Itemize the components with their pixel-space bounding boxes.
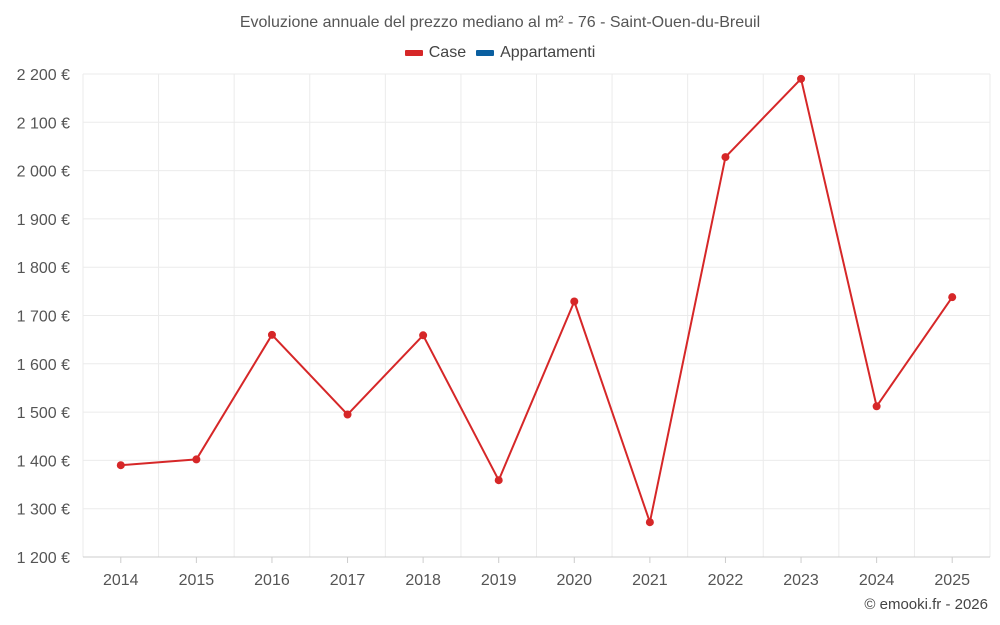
- x-tick-label: 2015: [179, 572, 215, 589]
- data-point: [494, 476, 503, 485]
- legend-swatch-appartamenti: [476, 50, 495, 56]
- x-tick-label: 2023: [783, 572, 819, 589]
- y-tick-label: 2 100 €: [17, 115, 70, 132]
- legend-label-appartamenti: Appartamenti: [500, 44, 596, 61]
- y-tick-label: 1 400 €: [17, 453, 70, 470]
- data-point: [116, 461, 125, 470]
- x-tick-label: 2019: [481, 572, 517, 589]
- y-tick-label: 1 600 €: [17, 357, 70, 374]
- series-line-case: [120, 77, 954, 524]
- x-tick-label: 2016: [254, 572, 290, 589]
- legend-label-case: Case: [428, 44, 467, 61]
- data-point: [721, 153, 730, 162]
- y-tick-label: 1 300 €: [17, 502, 70, 519]
- y-tick-label: 1 200 €: [17, 550, 70, 567]
- x-tick-label: 2017: [330, 572, 366, 589]
- data-point: [645, 518, 654, 527]
- credit-text: © emooki.fr - 2026: [864, 596, 988, 613]
- data-point: [797, 74, 806, 83]
- data-point: [419, 331, 428, 340]
- y-tick-label: 1 800 €: [17, 260, 70, 277]
- legend-swatch-case: [404, 50, 423, 56]
- y-tick-label: 1 500 €: [17, 405, 70, 422]
- x-tick-label: 2018: [405, 572, 441, 589]
- data-point: [343, 410, 352, 419]
- x-tick-label: 2014: [103, 572, 139, 589]
- x-tick-label: 2021: [632, 572, 668, 589]
- y-tick-label: 2 200 €: [17, 67, 70, 84]
- legend: Case Appartamenti: [0, 44, 1000, 62]
- legend-item-appartamenti[interactable]: Appartamenti: [476, 44, 595, 62]
- x-tick-label: 2022: [708, 572, 744, 589]
- x-tick-label: 2025: [934, 572, 970, 589]
- y-tick-label: 1 900 €: [17, 212, 70, 229]
- y-tick-label: 1 700 €: [17, 309, 70, 326]
- x-tick-label: 2020: [556, 572, 592, 589]
- chart-title: Evoluzione annuale del prezzo mediano al…: [239, 14, 761, 31]
- data-point: [267, 330, 276, 339]
- data-point: [872, 402, 881, 411]
- data-point: [948, 293, 957, 302]
- data-point: [570, 297, 579, 306]
- y-tick-label: 2 000 €: [17, 164, 70, 181]
- data-point: [192, 455, 201, 464]
- legend-item-case[interactable]: Case: [404, 44, 467, 62]
- x-tick-label: 2024: [859, 572, 895, 589]
